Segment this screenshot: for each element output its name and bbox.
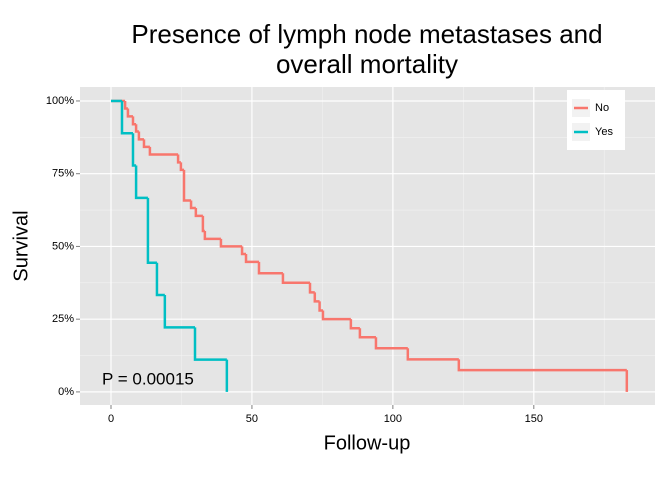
x-tick-label: 150 xyxy=(525,413,543,425)
survival-step xyxy=(194,208,203,218)
y-axis-label: Survival xyxy=(10,210,32,281)
chart-title: overall mortality xyxy=(276,49,458,79)
survival-step xyxy=(244,254,259,264)
y-tick-label: 100% xyxy=(46,95,74,107)
survival-step xyxy=(457,359,627,372)
survival-step xyxy=(134,165,148,200)
survival-step xyxy=(281,273,310,285)
x-tick-label: 50 xyxy=(246,413,258,425)
x-tick-label: 100 xyxy=(384,413,402,425)
y-tick-label: 75% xyxy=(52,168,74,180)
chart-title: Presence of lymph node metastases and xyxy=(131,19,602,49)
survival-step xyxy=(155,262,165,297)
survival-step xyxy=(146,197,157,264)
survival-step xyxy=(219,238,243,248)
survival-step xyxy=(163,295,195,329)
survival-step xyxy=(201,215,205,233)
survival-step xyxy=(193,327,227,361)
survival-step xyxy=(374,337,408,350)
survival-step xyxy=(131,133,137,167)
survival-step xyxy=(176,154,181,164)
survival-step xyxy=(308,282,315,294)
survival-step xyxy=(240,246,247,256)
survival-step xyxy=(120,100,133,135)
survival-step xyxy=(313,292,320,303)
survival-step xyxy=(203,231,221,241)
survival-step xyxy=(358,328,376,339)
survival-step xyxy=(126,108,133,118)
survival-step xyxy=(349,319,360,330)
survival-step xyxy=(257,261,283,275)
survival-step xyxy=(148,146,179,156)
survival-step xyxy=(406,348,459,361)
survival-step xyxy=(137,131,144,141)
survival-step xyxy=(321,310,351,321)
y-tick-label: 25% xyxy=(52,313,74,325)
survival-step xyxy=(134,124,139,133)
annotation: P = 0.00015 xyxy=(102,369,194,388)
x-tick-label: 0 xyxy=(108,413,114,425)
survival-step xyxy=(189,200,196,210)
survival-step xyxy=(182,169,192,202)
y-tick-label: 50% xyxy=(52,240,74,252)
legend-label: No xyxy=(595,102,609,114)
legend-label: Yes xyxy=(595,126,613,138)
y-tick-label: 0% xyxy=(58,386,74,398)
x-axis-label: Follow-up xyxy=(324,432,411,454)
survival-step xyxy=(142,139,150,149)
